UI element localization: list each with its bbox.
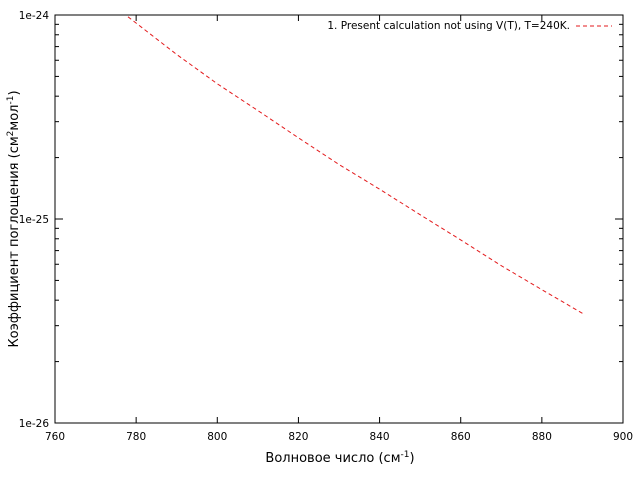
- x-tick-label: 800: [207, 431, 227, 443]
- x-tick-label: 780: [126, 431, 146, 443]
- x-tick-label: 880: [532, 431, 552, 443]
- x-axis-title: Волновое число (см-1): [265, 450, 414, 466]
- legend-label: 1. Present calculation not using V(T), T…: [327, 20, 570, 32]
- legend: 1. Present calculation not using V(T), T…: [327, 20, 612, 32]
- x-tick-label: 840: [370, 431, 390, 443]
- x-tick-label: 760: [45, 431, 65, 443]
- axis-ticks: 760 780 800 820 840 860 880 900 1e-24 1e-25 1e-26: [19, 10, 633, 443]
- series-line-1: [127, 16, 583, 314]
- y-tick-label: 1e-26: [19, 418, 50, 430]
- x-tick-label: 860: [451, 431, 471, 443]
- series-layer: [127, 16, 583, 314]
- y-tick-label: 1e-24: [19, 10, 50, 22]
- plot-frame: [54, 14, 624, 424]
- y-tick-label: 1e-25: [19, 214, 49, 226]
- x-tick-label: 820: [288, 431, 308, 443]
- y-axis-title: Коэффициент поглощения (см2мол-1): [6, 90, 22, 347]
- x-tick-label: 900: [613, 431, 633, 443]
